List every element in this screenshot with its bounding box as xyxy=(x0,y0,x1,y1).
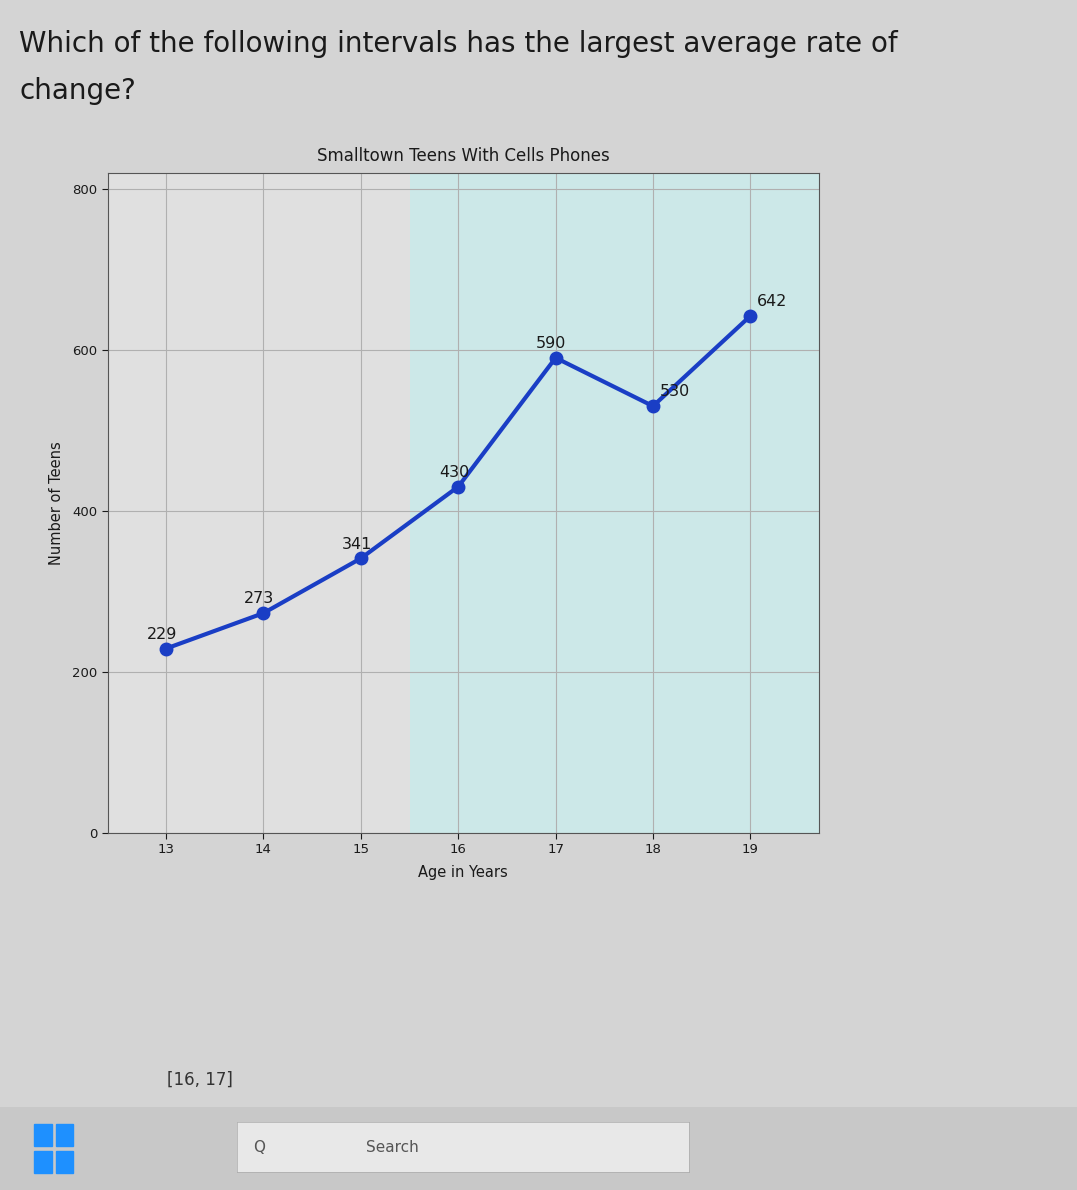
Text: 530: 530 xyxy=(660,384,690,400)
Text: Q: Q xyxy=(253,1140,265,1154)
Y-axis label: Number of Teens: Number of Teens xyxy=(48,441,64,564)
Title: Smalltown Teens With Cells Phones: Smalltown Teens With Cells Phones xyxy=(317,148,610,165)
Bar xyxy=(34,1123,52,1146)
Bar xyxy=(409,173,819,833)
Bar xyxy=(56,1151,73,1173)
Text: 273: 273 xyxy=(244,591,275,607)
Text: 430: 430 xyxy=(438,465,470,480)
Text: 229: 229 xyxy=(146,627,177,641)
Text: Which of the following intervals has the largest average rate of: Which of the following intervals has the… xyxy=(19,30,898,58)
X-axis label: Age in Years: Age in Years xyxy=(418,865,508,879)
Text: [16, 17]: [16, 17] xyxy=(167,1071,233,1089)
Text: 642: 642 xyxy=(757,294,787,309)
Text: Search: Search xyxy=(366,1140,419,1154)
Text: 341: 341 xyxy=(341,537,372,552)
Bar xyxy=(56,1123,73,1146)
Text: change?: change? xyxy=(19,77,137,106)
Text: 590: 590 xyxy=(536,336,567,351)
Bar xyxy=(34,1151,52,1173)
